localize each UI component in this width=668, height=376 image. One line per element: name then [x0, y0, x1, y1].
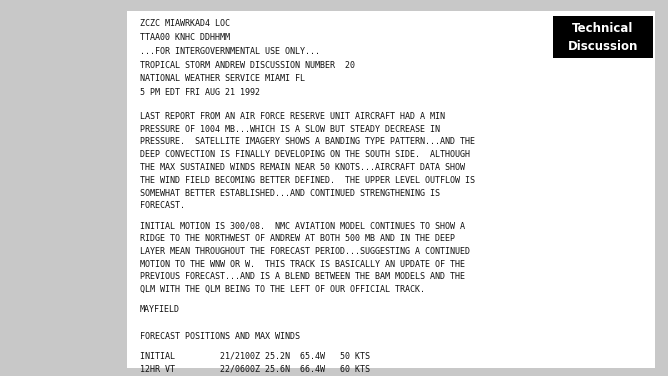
Text: PRESSURE.  SATELLITE IMAGERY SHOWS A BANDING TYPE PATTERN...AND THE: PRESSURE. SATELLITE IMAGERY SHOWS A BAND…	[140, 137, 475, 146]
Text: LAST REPORT FROM AN AIR FORCE RESERVE UNIT AIRCRAFT HAD A MIN: LAST REPORT FROM AN AIR FORCE RESERVE UN…	[140, 112, 445, 121]
Text: PREVIOUS FORECAST...AND IS A BLEND BETWEEN THE BAM MODELS AND THE: PREVIOUS FORECAST...AND IS A BLEND BETWE…	[140, 272, 465, 281]
Text: ...FOR INTERGOVERNMENTAL USE ONLY...: ...FOR INTERGOVERNMENTAL USE ONLY...	[140, 47, 320, 56]
Text: NATIONAL WEATHER SERVICE MIAMI FL: NATIONAL WEATHER SERVICE MIAMI FL	[140, 74, 305, 83]
Text: INITIAL MOTION IS 300/08.  NMC AVIATION MODEL CONTINUES TO SHOW A: INITIAL MOTION IS 300/08. NMC AVIATION M…	[140, 221, 465, 230]
Text: 12HR VT         22/0600Z 25.6N  66.4W   60 KTS: 12HR VT 22/0600Z 25.6N 66.4W 60 KTS	[140, 365, 370, 373]
FancyBboxPatch shape	[127, 11, 655, 368]
Text: SOMEWHAT BETTER ESTABLISHED...AND CONTINUED STRENGTHENING IS: SOMEWHAT BETTER ESTABLISHED...AND CONTIN…	[140, 188, 440, 197]
Text: 5 PM EDT FRI AUG 21 1992: 5 PM EDT FRI AUG 21 1992	[140, 88, 260, 97]
Text: RIDGE TO THE NORTHWEST OF ANDREW AT BOTH 500 MB AND IN THE DEEP: RIDGE TO THE NORTHWEST OF ANDREW AT BOTH…	[140, 234, 455, 243]
FancyBboxPatch shape	[552, 16, 653, 58]
Text: TROPICAL STORM ANDREW DISCUSSION NUMBER  20: TROPICAL STORM ANDREW DISCUSSION NUMBER …	[140, 61, 355, 70]
Text: TTAA00 KNHC DDHHMM: TTAA00 KNHC DDHHMM	[140, 33, 230, 42]
Text: THE MAX SUSTAINED WINDS REMAIN NEAR 50 KNOTS...AIRCRAFT DATA SHOW: THE MAX SUSTAINED WINDS REMAIN NEAR 50 K…	[140, 163, 465, 172]
Text: QLM WITH THE QLM BEING TO THE LEFT OF OUR OFFICIAL TRACK.: QLM WITH THE QLM BEING TO THE LEFT OF OU…	[140, 285, 425, 294]
Text: LAYER MEAN THROUGHOUT THE FORECAST PERIOD...SUGGESTING A CONTINUED: LAYER MEAN THROUGHOUT THE FORECAST PERIO…	[140, 247, 470, 256]
Text: Technical
Discussion: Technical Discussion	[567, 22, 638, 53]
Text: MOTION TO THE WNW OR W.  THIS TRACK IS BASICALLY AN UPDATE OF THE: MOTION TO THE WNW OR W. THIS TRACK IS BA…	[140, 259, 465, 268]
Text: PRESSURE OF 1004 MB...WHICH IS A SLOW BUT STEADY DECREASE IN: PRESSURE OF 1004 MB...WHICH IS A SLOW BU…	[140, 124, 440, 133]
Text: FORECAST.: FORECAST.	[140, 201, 185, 210]
Text: ZCZC MIAWRKAD4 LOC: ZCZC MIAWRKAD4 LOC	[140, 19, 230, 28]
Text: INITIAL         21/2100Z 25.2N  65.4W   50 KTS: INITIAL 21/2100Z 25.2N 65.4W 50 KTS	[140, 352, 370, 361]
Text: FORECAST POSITIONS AND MAX WINDS: FORECAST POSITIONS AND MAX WINDS	[140, 332, 300, 341]
Text: MAYFIELD: MAYFIELD	[140, 305, 180, 314]
Text: THE WIND FIELD BECOMING BETTER DEFINED.  THE UPPER LEVEL OUTFLOW IS: THE WIND FIELD BECOMING BETTER DEFINED. …	[140, 176, 475, 185]
Text: DEEP CONVECTION IS FINALLY DEVELOPING ON THE SOUTH SIDE.  ALTHOUGH: DEEP CONVECTION IS FINALLY DEVELOPING ON…	[140, 150, 470, 159]
